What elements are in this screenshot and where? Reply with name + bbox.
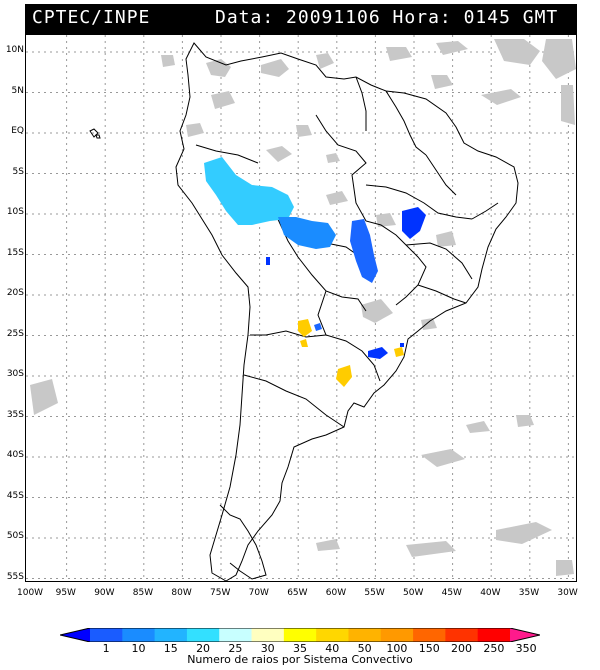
map-canvas [26, 35, 576, 582]
latitude-label: 40S [6, 450, 24, 460]
latitude-label: 55S [6, 571, 24, 582]
longitude-label: 90W [94, 588, 115, 598]
colorbar-label: 100 [386, 642, 408, 655]
latitude-label: 5N [11, 85, 24, 96]
cs-bahia [402, 207, 426, 239]
colorbar-label: 50 [357, 642, 372, 655]
longitude-label: 55W [364, 588, 385, 598]
longitude-label: 50W [403, 588, 424, 598]
title-bar: CPTEC/INPE Data: 20091106 Hora: 0145 GMT [25, 4, 577, 34]
longitude-label: 65W [287, 588, 308, 598]
cs-rio-grande-do-sul [368, 347, 388, 359]
colorbar-segment [510, 628, 540, 642]
map-frame [25, 34, 577, 582]
cs-goias [350, 219, 378, 283]
latitude-label: 35S [6, 409, 24, 420]
latitude-label: 25S [6, 328, 24, 339]
colorbar-segment [60, 628, 90, 642]
colorbar-label: 250 [483, 642, 505, 655]
colorbar-segment [283, 628, 317, 642]
latitude-label: 45S [6, 490, 24, 501]
colorbar-caption: Numero de raios por Sistema Convectivo [187, 653, 413, 666]
latitude-label: 20S [6, 288, 24, 298]
colorbar-segment [90, 628, 123, 642]
longitude-label: 100W [17, 588, 44, 598]
colorbar-segment [380, 628, 414, 642]
source-label: CPTEC/INPE [32, 7, 151, 28]
longitude-label: 80W [171, 588, 192, 598]
colorbar-segment [477, 628, 511, 642]
longitude-label: 30W [557, 588, 578, 598]
colorbar-segment [348, 628, 382, 642]
graticule [26, 35, 576, 581]
colorbar-segment [413, 628, 446, 642]
latitude-label: 10S [6, 207, 24, 217]
latitude-label: 50S [6, 531, 24, 541]
colorbar-label: 150 [418, 642, 440, 655]
cs-paraguay [298, 319, 312, 347]
colorbar-label: 200 [451, 642, 473, 655]
colorbar-label: 15 [163, 642, 178, 655]
colorbar-label: 40 [325, 642, 340, 655]
longitude-label: 60W [325, 588, 347, 598]
convective-systems [204, 157, 426, 387]
cloud-cover [30, 39, 576, 576]
colorbar-segment [122, 628, 156, 642]
colorbar-label: 10 [131, 642, 146, 655]
longitude-label: 35W [518, 588, 540, 598]
longitude-label: 95W [55, 588, 76, 598]
latitude-label: 10N [5, 45, 24, 55]
cs-central-amazon [278, 217, 336, 249]
colorbar-label: 25 [228, 642, 243, 655]
colorbar-segment [251, 628, 285, 642]
continent-outline [89, 42, 519, 582]
cs-western-amazon [204, 157, 294, 225]
colorbar-segment [445, 628, 479, 642]
colorbar-label: 30 [260, 642, 275, 655]
longitude-label: 75W [210, 588, 231, 598]
longitude-label: 70W [248, 588, 269, 598]
date-time-label: Data: 20091106 Hora: 0145 GMT [215, 7, 559, 28]
latitude-label: 5S [12, 166, 24, 177]
latitude-label: 30S [6, 369, 24, 379]
longitude-label: 40W [480, 588, 501, 598]
colorbar-label: 1 [102, 642, 110, 655]
longitude-label: 85W [132, 588, 154, 598]
longitude-label: 45W [441, 588, 462, 598]
cs-paraguay-small [314, 323, 322, 331]
colorbar-segment [186, 628, 220, 642]
colorbar [60, 628, 540, 642]
colorbar-segment [219, 628, 253, 642]
latitude-label: 15S [6, 247, 24, 258]
colorbar-label: 20 [196, 642, 211, 655]
colorbar-label: 350 [515, 642, 537, 655]
colorbar-segment [154, 628, 188, 642]
cs-bolivia-small [266, 257, 270, 265]
colorbar-segment [316, 628, 349, 642]
cs-uruguay-border [336, 347, 404, 387]
latitude-label: EQ [11, 126, 24, 136]
colorbar-label: 35 [293, 642, 307, 655]
cs-sp-small [400, 343, 404, 347]
